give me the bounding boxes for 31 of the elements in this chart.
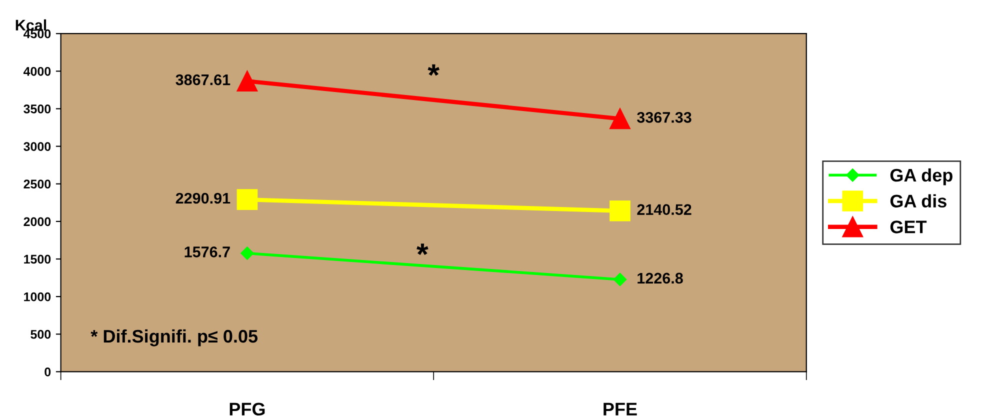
y-tick-label: 0 bbox=[44, 368, 51, 376]
point bbox=[610, 200, 630, 222]
y-tick-label: 3000 bbox=[24, 142, 51, 151]
annotation: * bbox=[416, 244, 428, 255]
x-tick-label: PFG bbox=[230, 402, 265, 416]
y-tick-label: 1000 bbox=[24, 292, 51, 302]
data-label: 1226.8 bbox=[638, 272, 683, 284]
point bbox=[240, 246, 254, 260]
point bbox=[236, 70, 258, 92]
data-label: 3367.33 bbox=[637, 112, 692, 123]
legend-label: GET bbox=[890, 220, 927, 234]
point bbox=[610, 108, 630, 130]
data-label: 1576.7 bbox=[184, 246, 230, 258]
data-label: 2290.91 bbox=[176, 192, 230, 204]
y-tick-label: 500 bbox=[30, 330, 51, 339]
data-label: 2140.52 bbox=[637, 204, 692, 215]
point bbox=[236, 189, 258, 210]
y-tick-label: 2500 bbox=[24, 180, 51, 189]
x-tick-label: PFE bbox=[604, 402, 637, 416]
y-tick-label: 1500 bbox=[24, 254, 51, 264]
legend-label: GA dep bbox=[890, 168, 952, 186]
annotation: * bbox=[428, 64, 440, 76]
y-axis-title: Kcal bbox=[16, 19, 46, 31]
legend-label: GA dis bbox=[890, 194, 946, 208]
y-tick-label: 4500 bbox=[23, 29, 51, 38]
y-tick-label: 4000 bbox=[23, 66, 51, 76]
point bbox=[613, 272, 627, 286]
annotation: * Dif.Signifi. p≤ 0.05 bbox=[90, 329, 258, 346]
y-tick-label: 2000 bbox=[24, 217, 51, 226]
data-label: 3867.61 bbox=[176, 74, 230, 86]
y-tick-label: 3500 bbox=[24, 104, 51, 114]
